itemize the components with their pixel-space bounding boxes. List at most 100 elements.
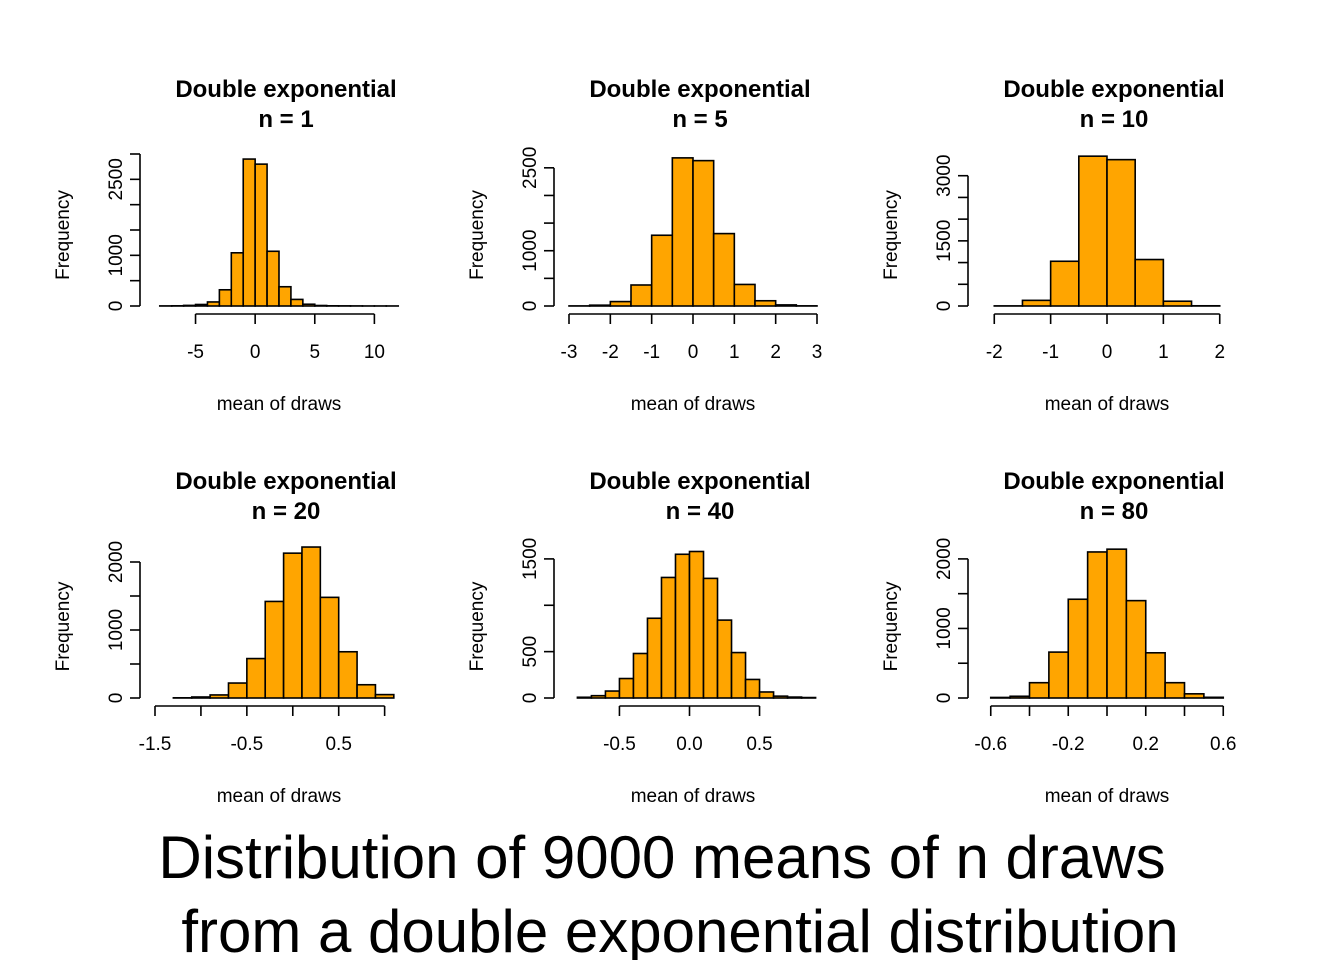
- y-axis-label: Frequency: [53, 190, 74, 280]
- y-tick-label: 1000: [106, 609, 127, 651]
- x-tick-label: 0.2: [1133, 734, 1159, 755]
- panel-title-line-1: Double exponential: [175, 468, 396, 495]
- histogram-bar: [182, 304, 197, 307]
- y-axis-label: Frequency: [467, 190, 488, 280]
- x-tick-label: 5: [309, 342, 320, 363]
- histogram-panel-2: Double exponential n = 5 -3 -2 -1 0 1 2 3 mean of…: [467, 76, 822, 415]
- histogram-bar: [1164, 681, 1186, 699]
- histogram-bar: [337, 650, 358, 699]
- figure-title-line-2: from a double exponential distribution: [181, 898, 1178, 960]
- histogram-bar: [264, 600, 285, 699]
- histogram-bar: [1021, 299, 1052, 307]
- x-tick-label: -0.5: [230, 734, 263, 755]
- histogram-bar: [774, 304, 798, 307]
- histogram-bar: [590, 694, 607, 699]
- histogram-panel-1: Double exponential n = 1 -5 0 5 10 mean of dra…: [53, 76, 400, 415]
- x-tick-label: -1.5: [139, 734, 172, 755]
- panel-title-line-1: Double exponential: [589, 468, 810, 495]
- x-axis-label: mean of draws: [631, 394, 756, 415]
- histogram-bar: [1162, 300, 1193, 307]
- histogram-bar: [758, 691, 775, 699]
- y-tick-label: 1000: [106, 234, 127, 276]
- x-tick-label: 0: [688, 342, 699, 363]
- histogram-bar: [754, 299, 777, 307]
- histogram-bar: [302, 303, 316, 307]
- histogram-bar: [618, 677, 635, 699]
- histogram-bar: [733, 283, 756, 307]
- x-tick-label: 0: [1102, 342, 1113, 363]
- histogram-bar: [688, 550, 705, 699]
- y-tick-label: 0: [934, 301, 955, 312]
- x-tick-label: 0.5: [325, 734, 351, 755]
- histogram-bar: [692, 159, 715, 307]
- y-tick-label: 0: [520, 301, 541, 312]
- y-tick-label: 3000: [934, 155, 955, 197]
- y-tick-label: 500: [520, 636, 541, 668]
- histogram-bar: [772, 695, 789, 699]
- x-tick-label: 0.6: [1210, 734, 1236, 755]
- x-tick-label: -2: [602, 342, 619, 363]
- histogram-bar: [1067, 598, 1089, 699]
- x-axis-label: mean of draws: [1045, 394, 1170, 415]
- x-tick-label: 2: [770, 342, 781, 363]
- histogram-bar: [630, 284, 653, 307]
- panel-title-line-2: n = 1: [258, 106, 313, 133]
- histogram-bar: [1106, 158, 1136, 307]
- x-tick-label: -0.5: [603, 734, 636, 755]
- x-tick-label: 0.5: [746, 734, 772, 755]
- histogram-bar: [227, 682, 248, 699]
- x-axis-label: mean of draws: [217, 786, 342, 807]
- y-tick-label: 1500: [934, 220, 955, 262]
- y-tick-label: 0: [106, 693, 127, 704]
- histogram-panel-3: Double exponential n = 10 -2 -1 0 1 2 mean of d…: [881, 76, 1225, 415]
- histogram-bar: [266, 250, 280, 307]
- x-axis-label: mean of draws: [631, 786, 756, 807]
- histogram-bar: [313, 304, 328, 307]
- x-tick-label: 1: [1158, 342, 1169, 363]
- x-axis-label: mean of draws: [1045, 786, 1170, 807]
- y-axis-label: Frequency: [53, 581, 74, 671]
- y-tick-label: 2500: [520, 147, 541, 189]
- histogram-bar: [1183, 693, 1205, 699]
- histogram-panel-6: Double exponential n = 80 -0.6 -0.2 0.2 0.6 me…: [881, 468, 1236, 807]
- histogram-bar: [716, 619, 733, 699]
- y-tick-label: 1000: [934, 607, 955, 649]
- y-axis-label: Frequency: [881, 581, 902, 671]
- histogram-bar: [206, 301, 221, 307]
- histogram-bar: [278, 285, 292, 307]
- panel-title-line-1: Double exponential: [1003, 468, 1224, 495]
- histogram-bar: [1049, 260, 1080, 307]
- y-tick-label: 1000: [520, 230, 541, 272]
- y-tick-label: 2000: [934, 538, 955, 580]
- y-tick-label: 0: [934, 693, 955, 704]
- histogram-bar: [674, 553, 691, 699]
- y-tick-label: 0: [106, 301, 127, 312]
- y-tick-label: 0: [520, 693, 541, 704]
- histogram-bar: [1125, 599, 1147, 699]
- histogram-bar: [218, 288, 233, 307]
- histogram-bar: [1144, 651, 1166, 699]
- histogram-bar: [282, 552, 303, 699]
- x-tick-label: -2: [986, 342, 1003, 363]
- histogram-bar: [712, 232, 736, 307]
- histogram-bar: [1048, 651, 1070, 699]
- histogram-bar: [1134, 258, 1165, 307]
- histogram-bar: [786, 696, 803, 699]
- x-tick-label: 10: [364, 342, 385, 363]
- panel-title-line-2: n = 10: [1080, 106, 1149, 133]
- histogram-panel-5: Double exponential n = 40 -0.5 0.0 0.5 mean o…: [467, 468, 817, 807]
- figure-title-line-1: Distribution of 9000 means of n draws: [158, 824, 1165, 891]
- histogram-bar: [209, 694, 230, 699]
- histogram-panel-4: Double exponential n = 20 -1.5 -0.5 0.5 mean …: [53, 468, 397, 807]
- y-tick-label: 2000: [106, 541, 127, 583]
- histogram-bar: [744, 678, 761, 699]
- histogram-bar: [374, 693, 395, 699]
- y-axis-label: Frequency: [881, 190, 902, 280]
- x-tick-label: 1: [729, 342, 740, 363]
- histogram-bar: [194, 303, 209, 307]
- histogram-bar: [254, 163, 268, 307]
- histogram-bar: [660, 576, 677, 699]
- y-tick-label: 1500: [520, 538, 541, 580]
- histogram-bar: [646, 617, 663, 699]
